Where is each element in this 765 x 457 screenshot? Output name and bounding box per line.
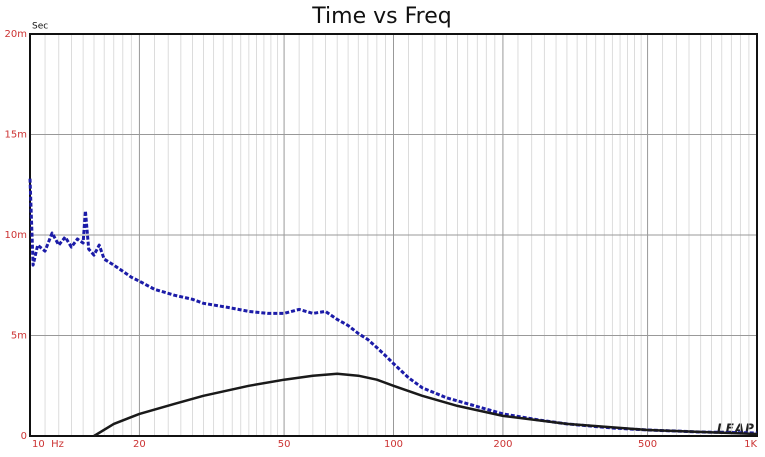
x-tick-label: 20 (133, 439, 146, 450)
y-tick-label: 15m (5, 130, 27, 141)
x-tick-label: 50 (278, 439, 291, 450)
x-tick-label: 10 Hz (32, 439, 64, 450)
chart-title: Time vs Freq (311, 4, 451, 29)
y-axis-label: Sec (32, 22, 48, 32)
y-tick-label: 5m (11, 331, 27, 342)
y-tick-label: 10m (5, 230, 27, 241)
x-tick-label: 200 (493, 439, 512, 450)
x-tick-label: 100 (384, 439, 403, 450)
plot-frame (29, 33, 758, 437)
x-tick-label: 500 (638, 439, 657, 450)
series-line (93, 372, 758, 438)
x-tick-label: 1K (744, 439, 757, 450)
series-line (28, 178, 758, 435)
y-tick-label: 20m (5, 29, 27, 40)
y-tick-label: 0 (21, 431, 27, 442)
